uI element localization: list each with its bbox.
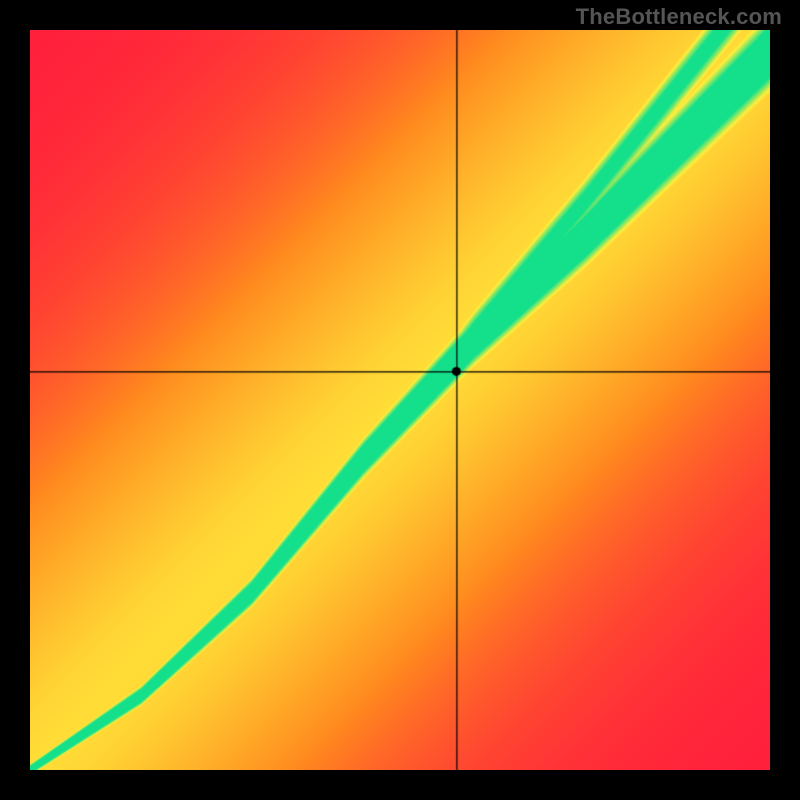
bottleneck-heatmap — [30, 30, 770, 770]
watermark-text: TheBottleneck.com — [576, 4, 782, 30]
heatmap-canvas — [30, 30, 770, 770]
